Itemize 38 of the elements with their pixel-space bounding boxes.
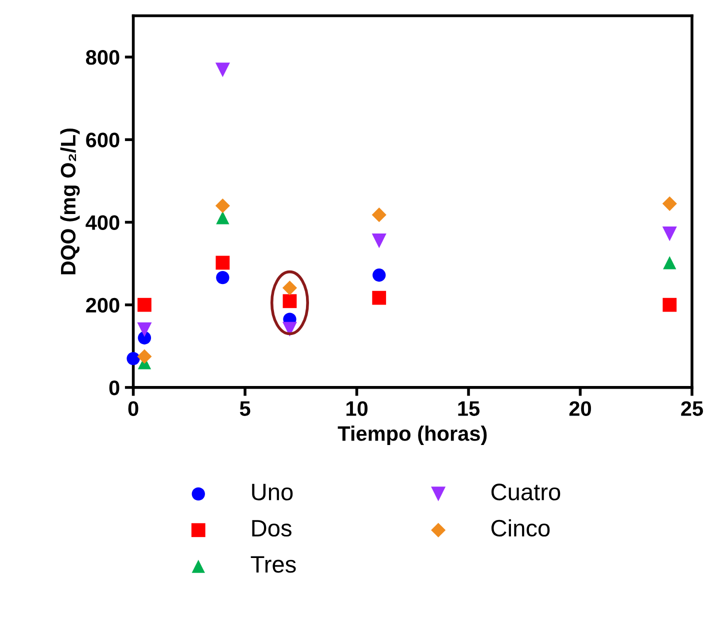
point — [282, 280, 298, 296]
y-tick-label: 0 — [109, 380, 120, 396]
x-tick-label: 10 — [346, 401, 368, 416]
x-tick-label: 15 — [458, 401, 480, 416]
x-tick-label: 5 — [240, 401, 250, 416]
point — [138, 298, 152, 312]
legend-label: Cuatro — [491, 484, 560, 500]
x-tick-label: 25 — [681, 401, 703, 416]
legend-label: Cinco — [491, 519, 550, 537]
legend-label: Uno — [252, 484, 293, 500]
point — [663, 256, 676, 270]
point — [137, 349, 152, 364]
y-axis-title: DQO (mg O₂/L) — [60, 128, 80, 274]
point — [372, 290, 386, 305]
legend-label: Tres — [250, 556, 296, 573]
point — [216, 211, 230, 224]
point — [215, 62, 230, 78]
point — [662, 226, 677, 242]
point — [216, 256, 230, 270]
y-tick-label: 800 — [86, 50, 120, 65]
point — [282, 294, 297, 308]
x-tick-label: 0 — [128, 401, 138, 416]
point — [372, 268, 386, 282]
point — [662, 298, 677, 312]
point — [137, 322, 152, 337]
x-axis-title: Tiempo (horas) — [338, 426, 487, 446]
legend-label: Dos — [252, 520, 292, 537]
point — [372, 208, 386, 222]
point — [372, 234, 386, 248]
y-tick-label: 200 — [86, 298, 120, 313]
point — [215, 198, 230, 214]
point — [126, 352, 140, 366]
y-tick-label: 600 — [86, 132, 120, 148]
point — [662, 196, 677, 211]
x-tick-label: 20 — [569, 401, 591, 416]
point — [216, 271, 230, 284]
point — [282, 322, 298, 336]
y-tick-label: 400 — [86, 215, 120, 230]
